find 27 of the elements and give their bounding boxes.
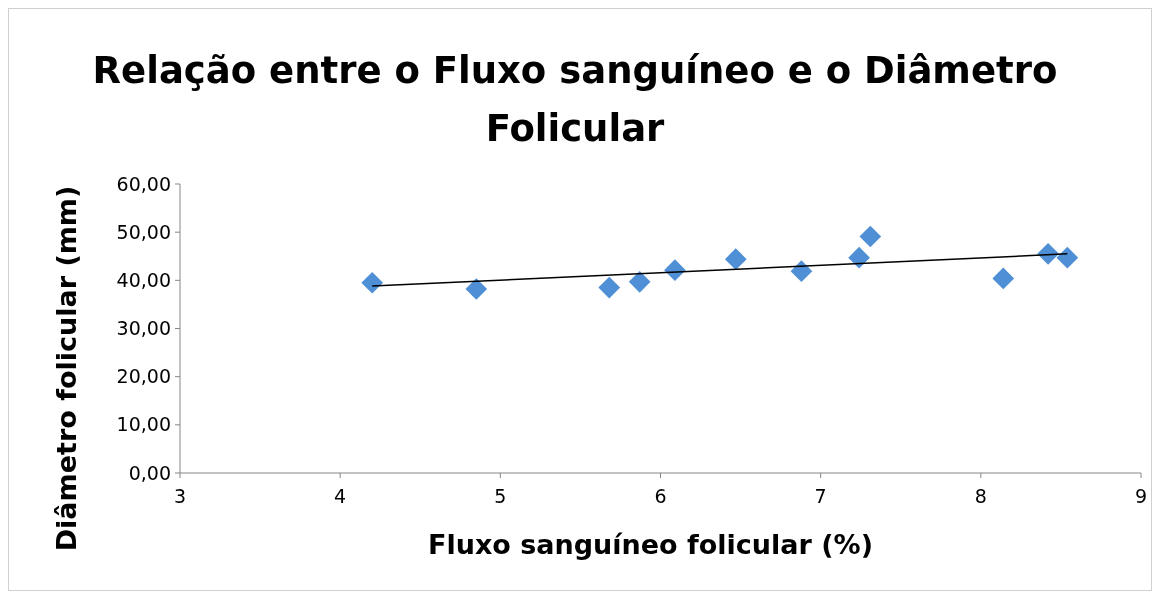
y-axis-title: Diâmetro folicular (mm)	[51, 185, 82, 552]
point	[465, 278, 488, 300]
y-tick-label: 30,00	[116, 317, 171, 340]
x-tick-label: 9	[1134, 485, 1148, 507]
x-axis-title: Fluxo sanguíneo folicular (%)	[427, 529, 874, 560]
y-tick-label: 60,00	[116, 172, 171, 195]
point	[724, 248, 747, 270]
point	[1056, 246, 1079, 269]
x-tick-label: 4	[334, 485, 347, 507]
chart-title: Relação entre o Fluxo sanguíneo e o Diâmetro Folicular	[92, 49, 1058, 150]
y-tick-label: 20,00	[116, 365, 171, 388]
x-tick-label: 6	[654, 485, 667, 507]
y-tick-label: 10,00	[116, 413, 171, 436]
y-tick-label: 50,00	[116, 220, 171, 243]
y-tick-label: 40,00	[116, 268, 171, 291]
y-tick-label: 0,00	[128, 461, 171, 484]
x-tick-label: 5	[494, 485, 507, 507]
point	[790, 260, 813, 283]
point	[361, 271, 384, 294]
x-tick-label: 3	[173, 485, 187, 507]
point	[598, 276, 621, 299]
x-tick-label: 8	[974, 485, 987, 507]
point	[848, 246, 870, 269]
point	[859, 225, 882, 248]
point	[992, 267, 1015, 290]
x-tick-label: 7	[814, 485, 827, 507]
point	[628, 270, 651, 293]
